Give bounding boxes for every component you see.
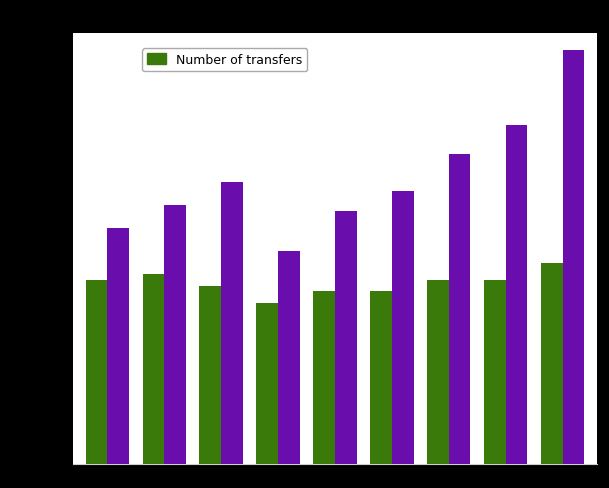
Legend: Number of transfers: Number of transfers bbox=[142, 49, 307, 72]
Bar bbox=[370, 292, 392, 464]
Bar bbox=[392, 192, 414, 464]
Bar bbox=[143, 275, 164, 464]
Bar bbox=[335, 212, 357, 464]
Bar bbox=[221, 183, 243, 464]
Bar bbox=[449, 154, 470, 464]
Bar bbox=[200, 286, 221, 464]
Bar bbox=[505, 126, 527, 464]
Bar bbox=[278, 252, 300, 464]
Bar bbox=[313, 292, 335, 464]
Bar bbox=[86, 281, 107, 464]
Bar bbox=[164, 206, 186, 464]
Bar bbox=[563, 51, 584, 464]
Bar bbox=[484, 281, 505, 464]
Bar bbox=[256, 303, 278, 464]
Bar bbox=[427, 281, 449, 464]
Bar bbox=[541, 263, 563, 464]
Bar bbox=[107, 229, 129, 464]
